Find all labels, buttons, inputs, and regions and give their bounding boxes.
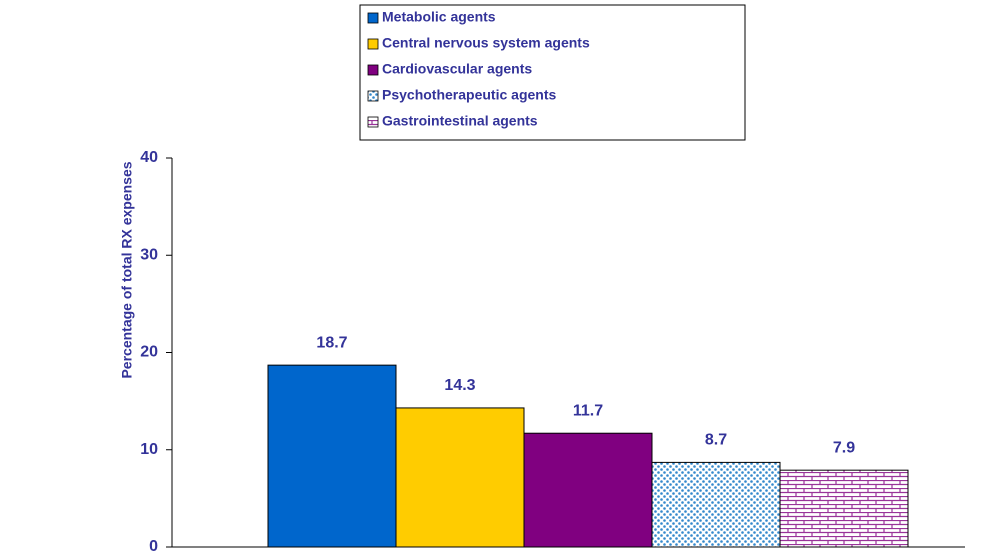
y-tick-label: 40 (140, 149, 158, 166)
legend-label: Metabolic agents (382, 9, 496, 25)
data-label: 8.7 (705, 432, 727, 449)
data-label: 7.9 (833, 439, 855, 456)
legend-label: Central nervous system agents (382, 35, 590, 51)
data-label: 11.7 (573, 402, 603, 419)
bar (267, 364, 397, 548)
y-tick-label: 0 (149, 538, 158, 555)
bar (523, 432, 653, 548)
bar (779, 469, 909, 548)
legend-label: Cardiovascular agents (382, 61, 532, 77)
legend-swatch (367, 64, 379, 76)
legend-swatch (367, 38, 379, 50)
y-tick-label: 10 (140, 441, 158, 458)
legend-swatch (367, 90, 379, 102)
legend: Metabolic agents Central nervous system a… (367, 9, 590, 129)
y-axis-title: Percentage of total RX expenses (119, 161, 135, 378)
data-label: 14.3 (444, 377, 475, 394)
bar (651, 461, 781, 548)
bar (395, 407, 525, 548)
legend-box (359, 4, 746, 141)
y-tick-label: 30 (140, 246, 158, 263)
legend-swatch (367, 12, 379, 24)
y-tick-label: 20 (140, 344, 158, 361)
legend-label: Psychotherapeutic agents (382, 87, 556, 103)
legend-swatch (367, 116, 379, 128)
legend-label: Gastrointestinal agents (382, 113, 538, 129)
data-label: 18.7 (316, 334, 347, 351)
